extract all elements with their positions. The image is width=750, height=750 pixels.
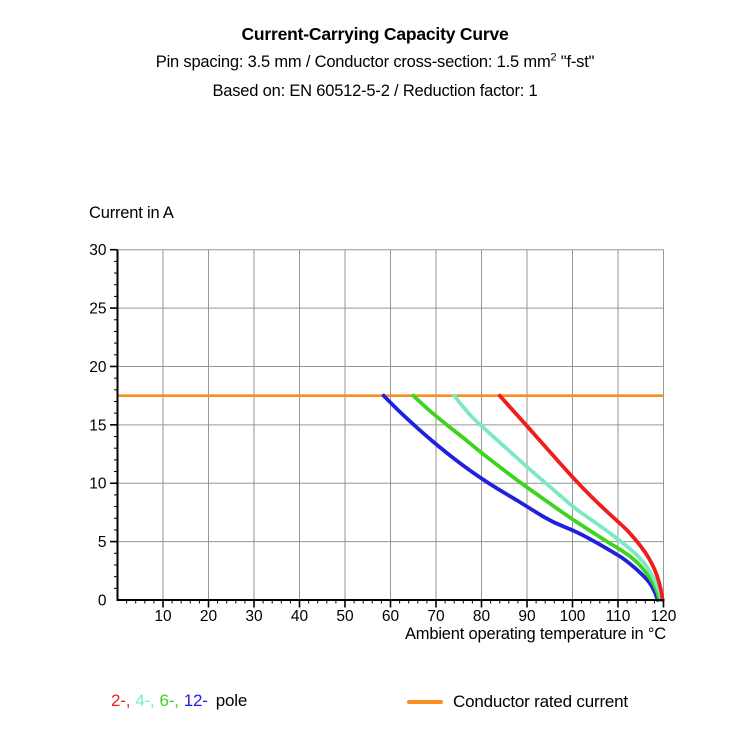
curve-4-pole [452,393,664,602]
x-tick-label-30: 30 [245,608,263,625]
y-tick-label-10: 10 [89,476,107,493]
legend-item-4-pole: 4-, [135,691,155,710]
x-tick-label-40: 40 [291,608,309,625]
legend-item-6-pole: 6-, [159,691,179,710]
y-tick-label-0: 0 [98,593,107,610]
x-tick-label-10: 10 [154,608,172,625]
x-tick-label-110: 110 [606,608,631,625]
legend-pole-suffix: pole [215,691,248,710]
subtitle-superscript: 2 [550,51,557,64]
y-axis-title: Current in A [89,204,174,222]
chart-basis-line: Based on: EN 60512-5-2 / Reduction facto… [212,82,538,100]
curve-6-pole [411,393,662,602]
x-tick-label-60: 60 [382,608,400,625]
y-tick-label-20: 20 [89,359,107,376]
x-tick-label-120: 120 [651,608,677,625]
y-tick-label-5: 5 [98,534,107,551]
subtitle-pre: Pin spacing: 3.5 mm / Conductor cross-se… [155,53,551,71]
x-axis-title: Ambient operating temperature in °C [405,625,666,643]
y-tick-label-30: 30 [89,242,107,259]
y-tick-label-15: 15 [89,417,106,434]
chart-subtitle: Pin spacing: 3.5 mm / Conductor cross-se… [0,51,750,72]
x-tick-label-90: 90 [518,608,536,625]
x-tick-label-20: 20 [200,608,218,625]
x-tick-label-80: 80 [473,608,491,625]
chart-title: Current-Carrying Capacity Curve [241,24,509,44]
curve-2-pole [497,393,665,602]
rated-current-line-swatch [407,700,443,704]
curve-12-pole [381,393,660,602]
y-tick-label-25: 25 [89,301,106,318]
legend-rated-current: Conductor rated current [407,691,628,713]
legend-item-12-pole: 12- [183,691,208,710]
rated-current-label: Conductor rated current [453,692,628,711]
x-tick-label-50: 50 [336,608,354,625]
legend-pole-counts: 2-, 4-, 6-, 12- pole [111,691,247,711]
x-tick-label-70: 70 [427,608,445,625]
x-tick-label-100: 100 [560,608,586,625]
subtitle-post: "f-st" [556,53,595,71]
legend-item-2-pole: 2-, [111,691,131,710]
